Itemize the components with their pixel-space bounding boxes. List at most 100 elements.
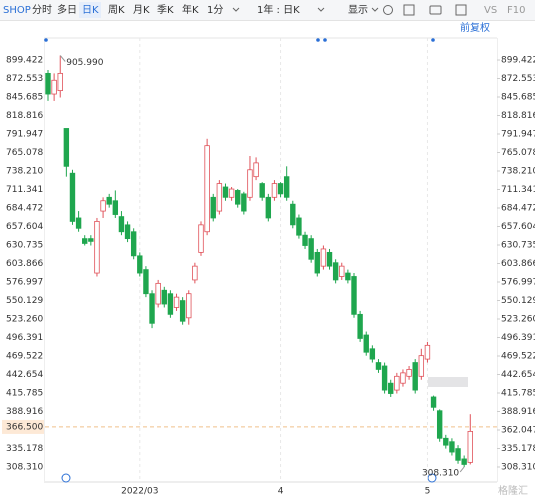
tab[interactable]: 周K: [108, 4, 125, 16]
candle-body: [265, 196, 272, 219]
candle-body: [412, 362, 418, 391]
candle-body: [241, 193, 247, 212]
y-tick-label: 388.916: [6, 407, 43, 417]
candle-body: [400, 372, 406, 384]
candle-body: [75, 217, 82, 229]
candle-body: [69, 172, 76, 222]
candle-body: [320, 248, 327, 267]
period-select[interactable]: 1年 : 日K: [257, 3, 300, 16]
candle-body: [290, 203, 296, 226]
y-tick-label: 711.341: [6, 185, 43, 195]
y-tick-label: 657.604: [6, 222, 43, 232]
candle-body: [449, 441, 455, 453]
candle-body: [357, 313, 363, 339]
candle-body: [149, 293, 155, 324]
candle-body: [173, 296, 180, 308]
candle-body: [339, 265, 345, 277]
candle-body: [112, 200, 119, 215]
candle-body: [51, 79, 57, 95]
camera-icon[interactable]: [429, 5, 442, 15]
earnings-icon[interactable]: [427, 473, 437, 483]
candle-body: [94, 221, 100, 274]
y-tick-label: 362.047: [501, 425, 535, 435]
y-tick-label: 603.866: [6, 259, 43, 269]
candle-body: [161, 289, 167, 305]
y-tick-label: 415.785: [501, 388, 535, 398]
tab[interactable]: 分时: [32, 4, 52, 16]
y-tick-label: 899.422: [6, 56, 43, 66]
y-tick-label: 523.260: [6, 314, 43, 324]
symbol[interactable]: SHOP: [3, 5, 31, 16]
y-tick-label: 684.472: [501, 204, 535, 214]
candle-body: [345, 272, 351, 281]
candle-body: [179, 300, 186, 322]
tab[interactable]: 季K: [157, 4, 174, 16]
f10-button[interactable]: F10: [507, 5, 525, 16]
y-tick-label: 845.685: [501, 93, 535, 103]
event-dot[interactable]: [316, 38, 320, 42]
tab[interactable]: 1分: [207, 4, 223, 16]
y-tick-label: 630.735: [501, 241, 535, 251]
candle-body: [271, 183, 278, 198]
event-dot[interactable]: [431, 38, 435, 42]
x-tick-label: 5: [425, 487, 431, 497]
tab[interactable]: 多日: [57, 3, 77, 16]
event-dot[interactable]: [323, 38, 327, 42]
expand-icon[interactable]: [403, 4, 415, 16]
settings-icon[interactable]: [383, 5, 393, 15]
candle-body: [63, 128, 70, 167]
y-tick-label: 335.178: [501, 444, 535, 454]
candle-body: [381, 365, 388, 391]
candle-body: [204, 145, 210, 233]
y-tick-label: 872.553: [6, 74, 43, 84]
tabs: 分时 多日 日K 周K 月K 季K 年K 1分: [32, 2, 223, 18]
y-tick-label: 442.654: [6, 370, 43, 380]
event-dot[interactable]: [44, 38, 48, 42]
adjust-mode[interactable]: 前复权: [460, 21, 490, 34]
candle-body: [394, 375, 400, 391]
candle-body: [167, 293, 174, 315]
share-icon[interactable]: [455, 4, 467, 16]
max-pointer: [59, 55, 66, 62]
min-label: 308.310: [422, 468, 459, 478]
y-tick-label: 496.391: [6, 333, 43, 343]
tab[interactable]: 日K: [82, 5, 99, 16]
overlay-box: [428, 377, 468, 387]
tab[interactable]: 年K: [182, 3, 199, 16]
candle-body: [155, 282, 161, 305]
y-tick-label: 415.785: [6, 388, 43, 398]
y-tick-label: 684.472: [6, 204, 43, 214]
candle-body: [216, 183, 223, 212]
x-tick-label: 2022/03: [121, 487, 158, 497]
candle-body: [222, 186, 229, 198]
candle-body: [106, 196, 112, 205]
y-tick-label: 523.260: [501, 314, 535, 324]
candle-body: [388, 382, 394, 394]
y-tick-label: 496.391: [501, 333, 535, 343]
y-tick-label: 818.816: [501, 111, 535, 121]
y-tick-label: 576.997: [501, 277, 535, 287]
y-tick-label: 791.947: [6, 130, 43, 140]
candle-body: [443, 437, 449, 446]
candle-body: [57, 72, 63, 91]
candle-body: [277, 183, 284, 195]
display-menu[interactable]: 显示: [348, 4, 368, 16]
candle-body: [467, 430, 473, 463]
candle-body: [45, 72, 51, 95]
y-tick-label: 550.129: [6, 296, 43, 306]
y-tick-label: 308.310: [6, 462, 43, 472]
y-tick-label: 711.341: [501, 185, 535, 195]
y-tick-label: 765.078: [501, 148, 535, 158]
y-tick-label: 576.997: [6, 277, 43, 287]
candle-body: [124, 224, 131, 240]
candle-body: [259, 183, 265, 198]
vs-button[interactable]: VS: [484, 5, 497, 16]
candle-body: [363, 334, 369, 353]
y-tick-label: 388.916: [501, 407, 535, 417]
tab[interactable]: 月K: [133, 4, 150, 16]
candle-body: [308, 238, 314, 260]
max-label: 905.990: [66, 58, 103, 68]
earnings-icon[interactable]: [61, 473, 71, 483]
candle-body: [100, 200, 106, 212]
